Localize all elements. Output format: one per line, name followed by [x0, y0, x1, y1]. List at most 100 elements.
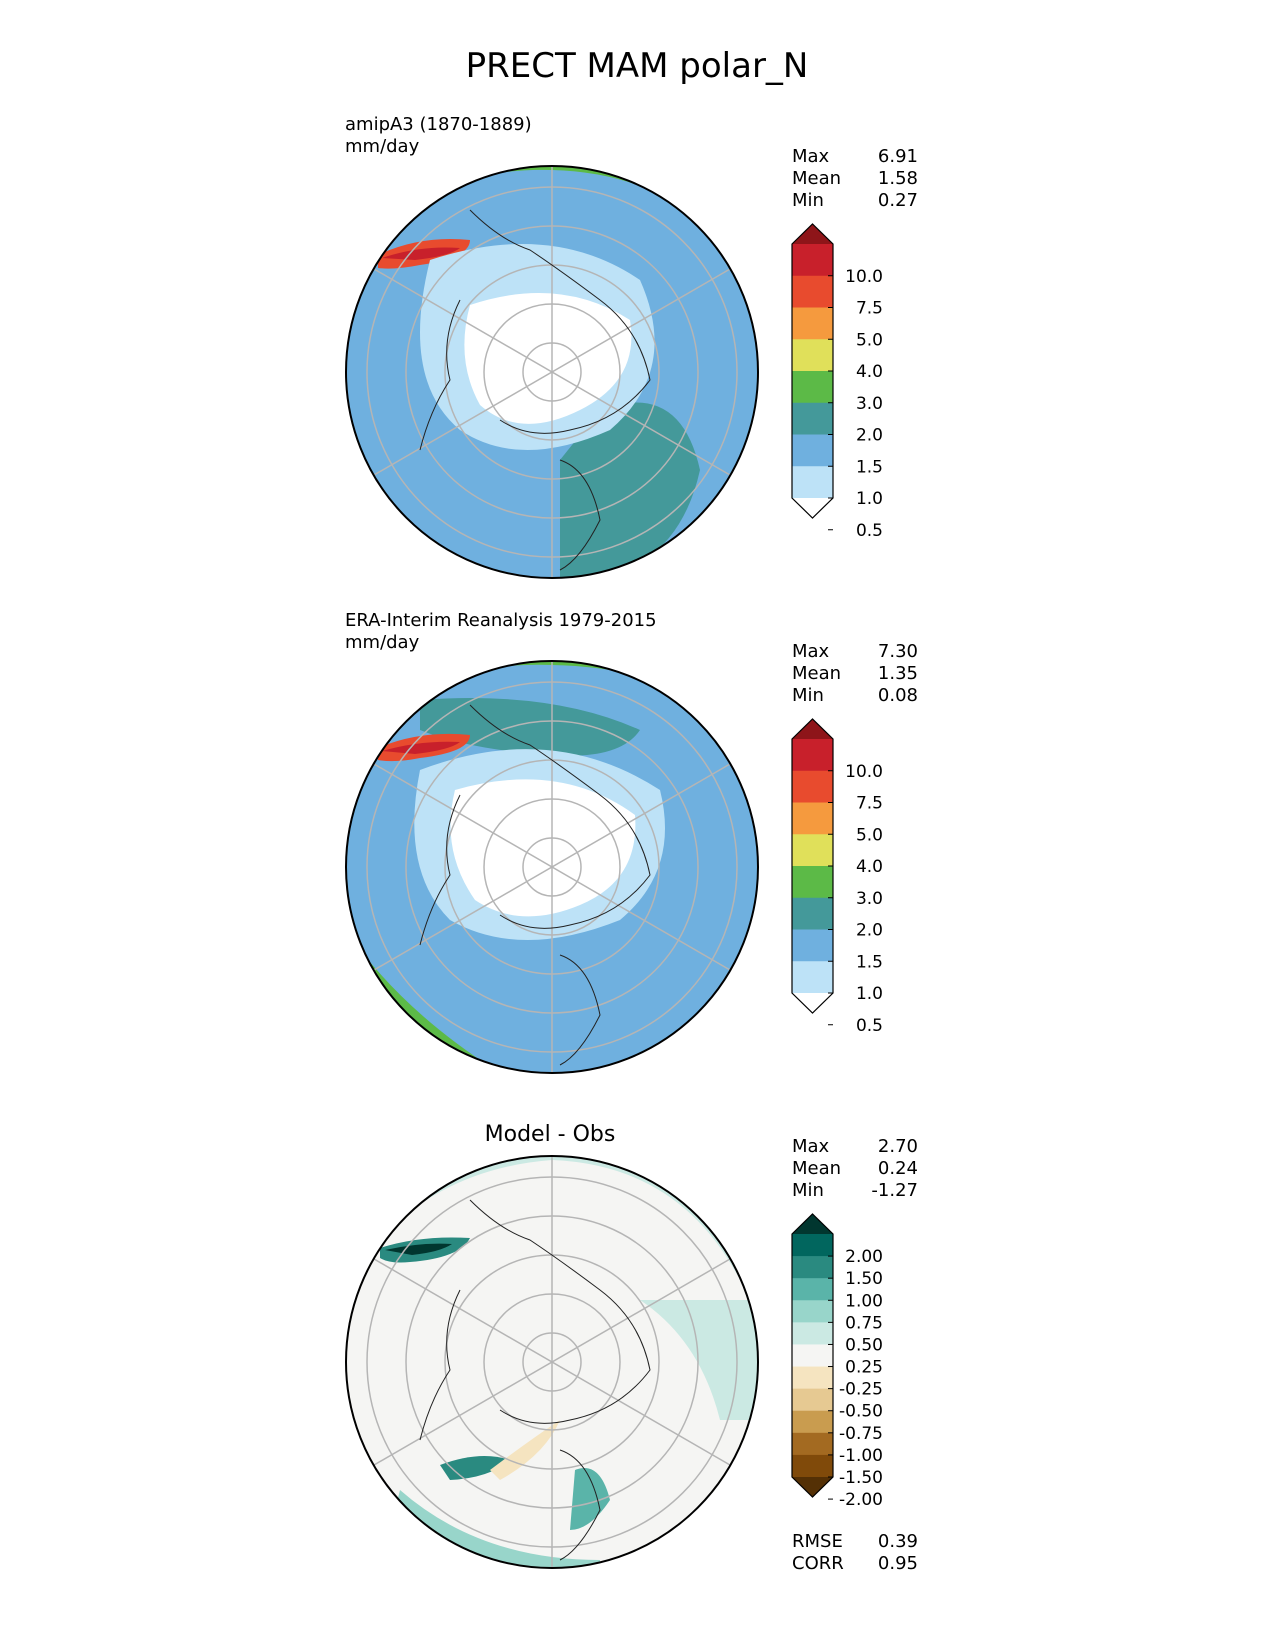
colorbar-swatch [792, 929, 833, 962]
stats-block: Max 2.70 Mean 0.24 Min -1.27 [792, 1136, 918, 1201]
colorbar-swatch [792, 739, 833, 772]
stat-min-label: Min [792, 190, 824, 211]
stat-mean-label: Mean [792, 663, 841, 684]
colorbar-tick-label: -1.00 [839, 1446, 883, 1466]
colorbar-tick-label: 2.0 [856, 921, 883, 941]
colorbar-swatch [792, 1454, 833, 1478]
colorbar-swatch [792, 1256, 833, 1279]
colorbar-tick-label: -1.50 [839, 1468, 883, 1488]
stats-block: Max 7.30 Mean 1.35 Min 0.08 [792, 641, 918, 706]
error-stats-block: RMSE 0.39 CORR 0.95 [792, 1531, 918, 1574]
figure-title: PRECT MAM polar_N [466, 46, 809, 86]
stats-block: Max 6.91 Mean 1.58 Min 0.27 [792, 146, 918, 211]
stat-rmse-value: 0.39 [878, 1531, 918, 1552]
field-band-teal [420, 698, 640, 756]
colorbar-swatch [792, 1432, 833, 1456]
stat-min-value: 0.08 [878, 685, 918, 706]
colorbar-tick-label: 1.0 [856, 984, 883, 1004]
colorbar-swatch [792, 1300, 833, 1323]
colorbar-tick-label: 1.50 [845, 1269, 883, 1289]
stat-mean-value: 1.58 [878, 168, 918, 189]
stat-max-value: 6.91 [878, 146, 918, 167]
stat-mean-value: 1.35 [878, 663, 918, 684]
field-white-core [450, 779, 636, 917]
field-band-storm-red [382, 741, 460, 754]
map-border [345, 165, 759, 579]
colorbar-tick-label: 0.50 [845, 1335, 883, 1355]
field-white-core [464, 293, 632, 424]
stat-max-label: Max [792, 146, 830, 167]
colorbar-tick-label: 5.0 [856, 330, 883, 350]
stat-mean-label: Mean [792, 168, 841, 189]
colorbar-extend-max [792, 719, 833, 739]
colorbar-swatch [792, 466, 833, 499]
panel-units: mm/day [345, 632, 420, 653]
stat-max-value: 2.70 [878, 1136, 918, 1157]
colorbar-tick-label: 3.0 [856, 394, 883, 414]
colorbar-swatch [792, 961, 833, 994]
colorbar-swatch [792, 275, 833, 308]
colorbar-swatch [792, 1388, 833, 1412]
colorbar-swatch [792, 1278, 833, 1301]
colorbar-swatch [792, 307, 833, 340]
colorbar-tick-label: 3.0 [856, 889, 883, 909]
colorbar-swatch [792, 834, 833, 867]
colorbar-tick-label: 0.75 [845, 1313, 883, 1333]
colorbar-tick-label: 7.5 [856, 794, 883, 814]
stat-max-label: Max [792, 641, 830, 662]
colorbar-swatch [792, 434, 833, 467]
colorbar-tick-label: 1.00 [845, 1291, 883, 1311]
colorbar-tick-label: 10.0 [845, 762, 883, 782]
colorbar-swatch [792, 1234, 833, 1257]
field-dark-storm [385, 1243, 452, 1255]
stat-min-label: Min [792, 685, 824, 706]
colorbar: 10.0 7.5 5.0 4.0 3.0 2.0 1.5 1.0 0.5 [791, 223, 883, 541]
colorbar-swatch [792, 244, 833, 277]
colorbar-swatch [792, 402, 833, 435]
colorbar: 10.0 7.5 5.0 4.0 3.0 2.0 1.5 1.0 0.5 [791, 718, 883, 1036]
map-border [345, 660, 759, 1074]
colorbar-swatch [792, 802, 833, 835]
field-band-teal [560, 402, 700, 578]
colorbar-swatch [792, 1410, 833, 1434]
stat-corr-value: 0.95 [878, 1553, 918, 1574]
colorbar-extend-max [792, 1214, 833, 1234]
colorbar-tick-label: 2.00 [845, 1247, 883, 1267]
colorbar-extend-max [792, 224, 833, 244]
stat-max-label: Max [792, 1136, 830, 1157]
field-band-storm-red [382, 247, 460, 260]
colorbar-tick-label: 4.0 [856, 857, 883, 877]
colorbar-swatch [792, 866, 833, 899]
map-border [345, 1155, 759, 1569]
colorbar-tick-label: 1.5 [856, 457, 883, 477]
colorbar-swatch [792, 1322, 833, 1345]
colorbar-tick-label: 1.0 [856, 489, 883, 509]
panel-difference: Model - Obs Max 2.70 Mean [345, 1122, 918, 1574]
colorbar-tick-label: 5.0 [856, 825, 883, 845]
colorbar-swatch [792, 770, 833, 803]
stat-mean-value: 0.24 [878, 1158, 918, 1179]
colorbar-tick-label: -2.00 [839, 1490, 883, 1510]
polar-map [346, 661, 758, 1073]
coastlines [419, 209, 651, 571]
panel-reference: ERA-Interim Reanalysis 1979-2015 mm/day [345, 610, 918, 1074]
stat-max-value: 7.30 [878, 641, 918, 662]
graticule [366, 1156, 738, 1568]
colorbar-tick-label: 7.5 [856, 299, 883, 319]
colorbar-extend-min [792, 498, 833, 518]
colorbar-tick-label: 10.0 [845, 267, 883, 287]
graticule [366, 661, 738, 1073]
colorbar-swatch [792, 1344, 833, 1368]
colorbar-swatch [792, 897, 833, 930]
colorbar: 2.001.501.000.750.500.25-0.25-0.50-0.75-… [791, 1213, 883, 1510]
colorbar-swatch [792, 339, 833, 372]
stat-mean-label: Mean [792, 1158, 841, 1179]
field-light-teal-east [640, 1300, 758, 1420]
panel-label: ERA-Interim Reanalysis 1979-2015 [345, 610, 657, 631]
colorbar-extend-min [792, 993, 833, 1013]
panel-label: amipA3 (1870-1889) [345, 114, 532, 135]
coastlines [419, 704, 651, 1066]
field-tan-negative [490, 1420, 560, 1480]
panel-units: mm/day [345, 136, 420, 157]
